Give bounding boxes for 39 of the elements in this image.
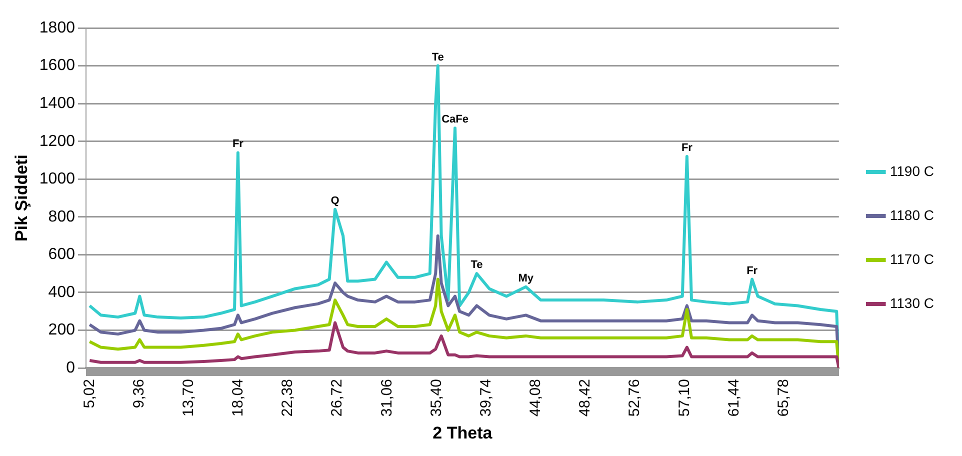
x-tick-label: 22,38 (279, 379, 296, 417)
x-tick-label: 18,04 (230, 379, 247, 417)
x-tick-label: 26,72 (328, 379, 346, 417)
annotation: Q (330, 194, 340, 207)
x-tick-label: 13,70 (180, 379, 197, 417)
y-tick-label: 1000 (39, 170, 76, 188)
annotation: CaFe (442, 114, 468, 126)
x-tick-label: 44,08 (527, 379, 544, 417)
y-tick-label: 600 (48, 246, 76, 264)
y-tick-label: 200 (48, 322, 76, 339)
y-tick-label: 1400 (39, 94, 76, 112)
legend-label: 1180 C (890, 206, 934, 223)
x-tick-label: 39,74 (477, 379, 494, 417)
y-tick-label: 1200 (39, 132, 76, 150)
x-tick-label: 31,06 (378, 379, 396, 417)
annotation: Fr (746, 264, 758, 277)
legend-label: 1190 C (890, 162, 934, 179)
x-tick-label: 57,10 (676, 379, 693, 417)
annotation: Fr (681, 142, 694, 154)
x-tick-label: 52,76 (626, 379, 644, 417)
x-tick-label: 9,36 (130, 379, 148, 408)
legend-label: 1130 C (890, 294, 934, 311)
legend-label: 1170 C (890, 250, 934, 267)
annotation: Te (432, 51, 444, 64)
annotation: Te (470, 259, 483, 272)
x-tick-label: 65,78 (774, 379, 792, 417)
x-tick-label: 61,44 (725, 379, 742, 417)
annotation: Fr (232, 138, 244, 150)
y-tick-label: 1800 (39, 19, 76, 36)
x-tick-label: 35,40 (428, 379, 445, 417)
annotation: My (518, 272, 534, 284)
y-axis-title: Pik Şiddeti (12, 154, 31, 242)
y-tick-label: 1600 (39, 57, 76, 74)
y-tick-label: 800 (48, 208, 76, 226)
x-tick-label: 5,02 (80, 379, 98, 408)
x-axis-title: 2 Theta (432, 423, 493, 442)
x-tick-label: 48,42 (576, 379, 594, 417)
y-tick-label: 400 (48, 284, 76, 301)
y-tick-label: 0 (66, 359, 76, 376)
